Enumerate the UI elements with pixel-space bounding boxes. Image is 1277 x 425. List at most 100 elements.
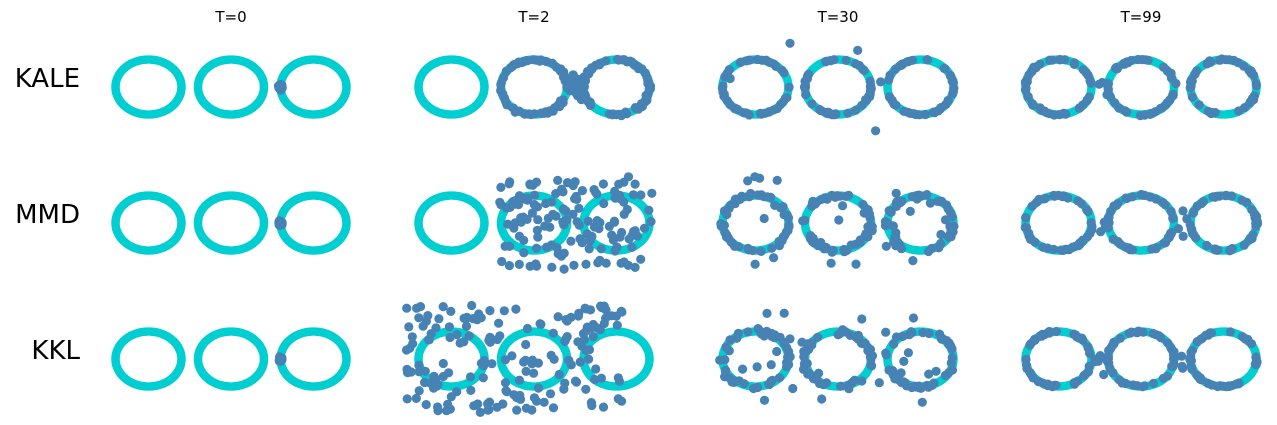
particle-point: [532, 225, 543, 235]
particle-point: [570, 177, 580, 187]
particle-point: [1158, 373, 1168, 383]
particle-point: [931, 366, 941, 376]
particle-point: [936, 238, 946, 249]
particle-point: [452, 387, 462, 397]
particle-point: [744, 245, 754, 255]
panel-kkl-0: [111, 327, 351, 391]
particle-point: [497, 256, 507, 267]
particle-point: [1250, 209, 1260, 219]
particle-point: [759, 395, 770, 405]
particle-point: [769, 59, 779, 69]
particle-point: [936, 229, 946, 240]
particle-point: [559, 264, 569, 274]
particle-point: [641, 94, 651, 104]
particle-point: [834, 215, 844, 225]
particle-point: [855, 237, 865, 247]
particle-point: [1051, 326, 1062, 337]
particle-point: [1085, 228, 1095, 238]
particle-point: [1213, 381, 1223, 392]
particle-point: [604, 221, 615, 231]
particle-point: [636, 254, 646, 264]
particle-point: [586, 323, 596, 333]
particle-point: [522, 55, 532, 66]
particle-point: [1160, 238, 1171, 248]
particle-point: [1189, 230, 1199, 240]
particle-point: [884, 92, 895, 102]
particle-point: [1206, 328, 1217, 338]
particle-point: [516, 213, 526, 223]
particle-point: [512, 405, 522, 415]
particle-point: [1078, 100, 1088, 110]
particle-point: [846, 240, 856, 250]
target-point: [259, 220, 269, 230]
particle-point: [452, 330, 462, 340]
particle-point: [1240, 103, 1250, 113]
particle-point: [1243, 336, 1253, 346]
particle-point: [1076, 334, 1087, 344]
particle-point: [522, 323, 533, 334]
particle-point: [770, 200, 780, 210]
particle-point: [1221, 191, 1231, 201]
particle-point: [501, 66, 511, 76]
particle-point: [827, 247, 837, 257]
particle-point: [1251, 219, 1261, 229]
particle-point: [772, 104, 782, 114]
particle-point: [612, 54, 623, 64]
particle-point: [438, 358, 448, 369]
particle-point: [1027, 201, 1037, 211]
particle-point: [531, 243, 542, 253]
particle-point: [1190, 69, 1200, 79]
particle-point: [1177, 351, 1187, 361]
particle-point: [829, 109, 840, 119]
particle-point: [805, 231, 816, 241]
particle-point: [577, 341, 587, 351]
particle-point: [871, 126, 881, 136]
particle-point: [1122, 107, 1132, 117]
particle-point: [807, 201, 817, 211]
particle-point: [816, 237, 826, 248]
particle-point: [1021, 223, 1032, 233]
particle-point: [1026, 369, 1036, 379]
particle-point: [501, 97, 511, 107]
particle-point: [529, 368, 539, 378]
particle-point: [596, 244, 606, 254]
particle-point: [1147, 244, 1157, 254]
particle-point: [841, 55, 851, 65]
particle-point: [884, 75, 894, 85]
particle-point: [529, 109, 540, 119]
particle-point: [521, 339, 531, 350]
particle-point: [412, 303, 422, 313]
particle-point: [1025, 340, 1035, 350]
particle-point: [891, 228, 901, 238]
particle-point: [739, 379, 749, 389]
particle-point: [633, 64, 644, 74]
particle-point: [599, 198, 609, 209]
particle-point: [1027, 99, 1037, 109]
particle-point: [948, 77, 958, 87]
particle-point: [759, 213, 769, 224]
particle-point: [725, 200, 736, 210]
particle-point: [821, 108, 831, 118]
target-point: [342, 356, 351, 366]
particle-point: [762, 308, 772, 318]
particle-point: [908, 256, 918, 266]
particle-point: [414, 313, 424, 323]
particle-point: [1205, 57, 1215, 67]
target-point: [259, 84, 269, 94]
particle-point: [1217, 54, 1227, 64]
particle-point: [533, 232, 543, 242]
particle-point: [821, 378, 832, 388]
particle-point: [857, 314, 867, 324]
particle-point: [467, 300, 477, 311]
particle-point: [545, 222, 555, 232]
particle-point: [750, 259, 760, 269]
particle-point: [639, 223, 650, 233]
particle-point: [475, 407, 485, 417]
target-point: [480, 84, 489, 94]
particle-point: [473, 399, 483, 409]
particle-point: [575, 357, 585, 367]
particle-point: [814, 368, 824, 378]
particle-point: [494, 318, 504, 328]
particle-point: [547, 197, 557, 207]
particle-point: [407, 332, 417, 342]
